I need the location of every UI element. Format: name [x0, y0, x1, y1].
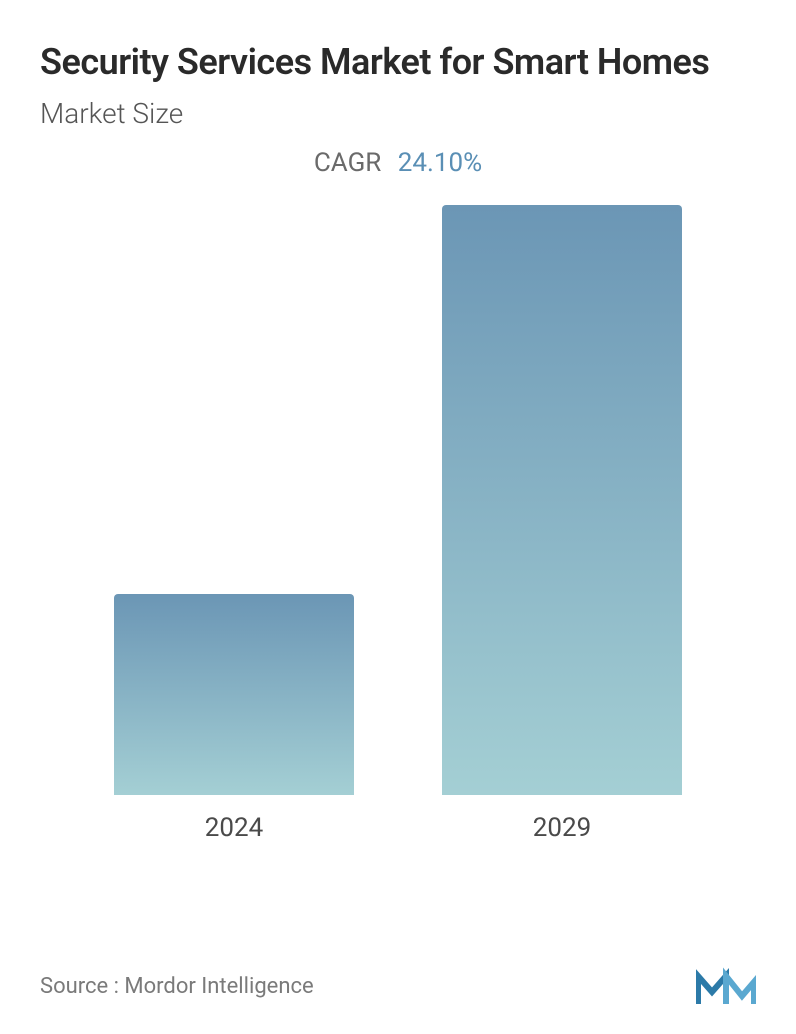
cagr-value: 24.10%: [398, 148, 482, 178]
bar-2024: [114, 594, 354, 795]
chart-container: Security Services Market for Smart Homes…: [0, 0, 796, 1034]
chart-footer: Source : Mordor Intelligence: [40, 966, 756, 1006]
bar-group-1: 2029: [442, 205, 682, 843]
mordor-logo-icon: [696, 966, 756, 1006]
bar-2029: [442, 205, 682, 795]
bar-group-0: 2024: [114, 594, 354, 843]
cagr-label: CAGR: [314, 148, 381, 178]
source-text: Source : Mordor Intelligence: [40, 974, 314, 999]
chart-plot-area: 2024 2029: [40, 203, 756, 843]
bar-label-0: 2024: [205, 813, 263, 843]
cagr-line: CAGR 24.10%: [40, 148, 756, 178]
bar-label-1: 2029: [533, 813, 591, 843]
chart-title: Security Services Market for Smart Homes: [40, 40, 756, 85]
chart-subtitle: Market Size: [40, 97, 756, 130]
